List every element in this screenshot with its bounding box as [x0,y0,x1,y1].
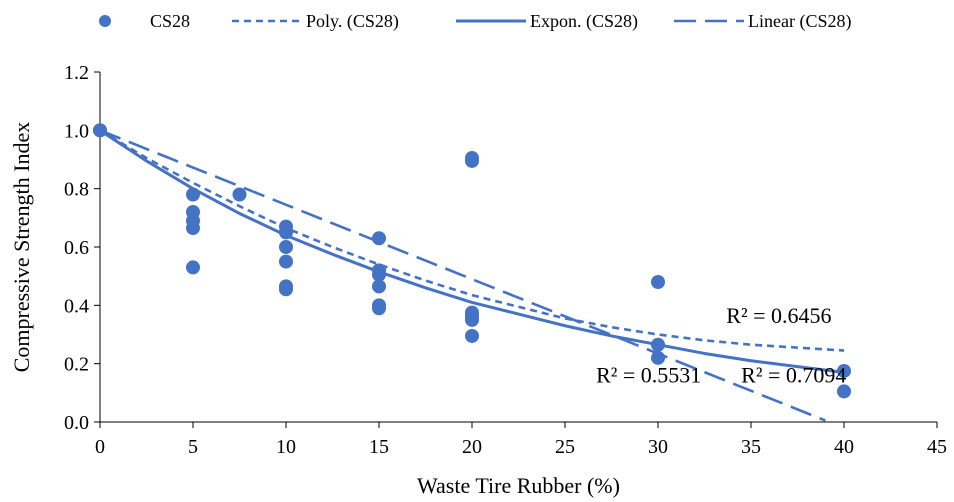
y-tick-label: 0.2 [64,354,89,376]
legend-label: Expon. (CS28) [530,11,638,32]
x-tick-label: 30 [648,436,668,458]
y-tick-label: 0.4 [64,295,89,317]
data-point [232,187,247,202]
legend-item: CS28 [99,11,190,31]
x-tick-label: 5 [188,436,198,458]
x-tick-label: 40 [834,436,854,458]
trendlines [99,129,845,422]
data-point [372,267,386,282]
data-point [372,231,386,246]
data-point [186,187,200,202]
x-axis-title: Waste Tire Rubber (%) [417,473,620,498]
legend: CS28 Poly. (CS28) Expon. (CS28) Linear (CS2… [99,11,851,32]
y-axis-ticks: 0.0 0.2 0.4 0.6 0.8 1.0 1.2 [64,62,100,434]
y-tick-label: 0.8 [64,179,89,201]
x-tick-label: 20 [462,436,482,458]
data-point [279,225,293,240]
y-axis-title: Compressive Strength Index [9,122,34,373]
x-tick-label: 35 [741,436,761,458]
data-point [465,153,479,168]
r-squared-label: R² = 0.5531 [596,363,701,388]
y-tick-label: 1.0 [64,120,89,142]
data-point [279,282,293,297]
legend-label: Linear (CS28) [748,11,851,32]
legend-item: Expon. (CS28) [456,11,638,32]
legend-marker [99,15,111,27]
data-markers [93,123,851,399]
data-point [465,328,479,343]
r-squared-label: R² = 0.6456 [726,303,831,328]
y-tick-label: 0.0 [64,412,89,434]
legend-label: CS28 [150,11,190,31]
data-point [186,260,200,275]
data-point [372,279,386,294]
r-squared-label: R² = 0.7094 [741,363,846,388]
y-tick-label: 1.2 [64,62,89,84]
legend-item: Linear (CS28) [674,11,851,32]
data-point [93,123,107,138]
x-tick-label: 10 [276,436,296,458]
y-tick-label: 0.6 [64,237,89,259]
trendline-solid [99,129,845,374]
trendline-long-dash [99,129,826,422]
x-tick-label: 45 [927,436,947,458]
data-point [279,240,293,254]
legend-item: Poly. (CS28) [232,11,399,32]
legend-label: Poly. (CS28) [306,11,399,32]
r-squared-annotations: R² = 0.6456 R² = 0.5531 R² = 0.7094 [596,303,846,388]
data-point [837,363,851,378]
x-tick-label: 15 [369,436,389,458]
data-point [837,384,851,399]
data-point [651,350,665,365]
x-tick-label: 0 [95,436,105,458]
data-point [279,254,293,269]
data-point [465,312,479,327]
data-point [372,301,386,316]
data-point [186,221,200,236]
x-tick-label: 25 [555,436,575,458]
x-axis-ticks: 0 5 10 15 20 25 30 35 40 45 [95,422,947,458]
data-point [651,337,665,352]
trendline-short-dash [99,129,845,352]
data-point [651,275,665,289]
